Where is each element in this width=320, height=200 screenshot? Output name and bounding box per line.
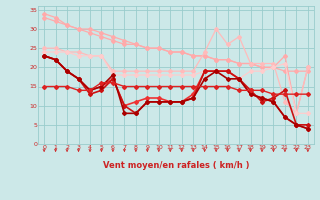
X-axis label: Vent moyen/en rafales ( km/h ): Vent moyen/en rafales ( km/h ) bbox=[103, 161, 249, 170]
